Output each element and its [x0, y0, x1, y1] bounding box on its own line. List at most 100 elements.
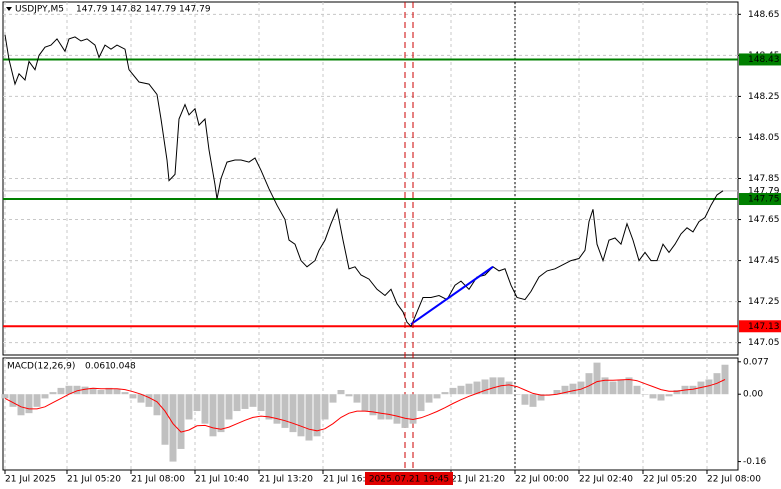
histogram-bar [233, 394, 241, 412]
x-tick-label: 22 Jul 02:40 [579, 475, 633, 485]
histogram-bar [393, 394, 401, 424]
histogram-bar [121, 392, 129, 395]
histogram-bar [73, 385, 81, 395]
histogram-bar [289, 394, 297, 433]
histogram-bar [585, 373, 593, 395]
y-tick-label: 147.05 [748, 338, 780, 348]
histogram-bar [313, 394, 321, 437]
last-price-label: 147.79 [748, 186, 780, 196]
histogram-bar [513, 394, 521, 395]
histogram-bar [425, 394, 433, 403]
y-tick-label: 147.65 [748, 215, 780, 225]
histogram-bar [249, 394, 257, 407]
histogram-bar [305, 394, 313, 441]
y-tick-label: 148.65 [748, 10, 780, 20]
histogram-bar [321, 394, 329, 420]
marker-label: 2025.07.21 19:45 [369, 475, 449, 485]
histogram-bar [105, 387, 113, 395]
histogram-bar [9, 394, 17, 407]
histogram-bar [577, 381, 585, 395]
signal-line [4, 378, 726, 433]
histogram-bar [553, 390, 561, 395]
histogram-bar [377, 394, 385, 420]
histogram-bar [337, 390, 345, 395]
histogram-bar [225, 394, 233, 420]
level-label-box [739, 53, 781, 66]
histogram-bar [625, 377, 633, 395]
histogram-bar [49, 392, 57, 395]
histogram-bar [505, 381, 513, 395]
y-tick-label: 147.25 [748, 297, 780, 307]
histogram-bar [633, 385, 641, 395]
histogram-bar [665, 394, 673, 397]
menu-triangle [6, 7, 12, 11]
histogram-bar [177, 394, 185, 449]
histogram-bar [489, 377, 497, 395]
histogram-bar [601, 377, 609, 395]
chart-title: USDJPY,M5 [15, 5, 64, 15]
histogram-bar [57, 387, 65, 395]
level-label-box [739, 320, 781, 333]
y-tick-label: 0.00 [743, 390, 763, 400]
y-tick-label: 147.85 [748, 174, 780, 184]
histogram-bar [129, 394, 137, 399]
histogram-bar [721, 364, 729, 395]
y-tick-label: 0.077 [743, 357, 769, 367]
histogram-bar [17, 394, 25, 416]
level-label: 148.43 [748, 55, 780, 65]
histogram-bar [409, 394, 417, 424]
histogram-bar [369, 394, 377, 416]
histogram-bar [89, 387, 97, 395]
histogram-bar [161, 394, 169, 445]
histogram-bar [561, 385, 569, 395]
histogram-bar [153, 394, 161, 416]
level-label: 147.75 [748, 195, 780, 205]
x-tick-label: 22 Jul 05:20 [643, 475, 697, 485]
histogram-bar [345, 394, 353, 397]
histogram-bar [65, 385, 73, 395]
histogram-bar [481, 379, 489, 395]
histogram-bar [417, 394, 425, 412]
histogram-bar [329, 394, 337, 403]
macd-value: 0.061 [85, 362, 111, 372]
histogram-bar [201, 394, 209, 424]
histogram-bar [617, 379, 625, 395]
histogram-bar [297, 394, 305, 437]
level-label: 147.13 [748, 322, 780, 332]
signal-value: 0.048 [110, 362, 136, 372]
histogram-bar [1, 394, 9, 399]
marker-label-box [365, 472, 453, 485]
histogram-bar [569, 383, 577, 395]
histogram-bar [465, 383, 473, 395]
trend-line [410, 265, 494, 326]
histogram-bar [457, 385, 465, 395]
histogram-bar [185, 394, 193, 420]
histogram-bar [385, 394, 393, 420]
y-tick-label: 148.25 [748, 92, 780, 102]
x-tick-label: 21 Jul 08:00 [131, 475, 185, 485]
histogram-bar [81, 386, 89, 395]
histogram-bar [257, 394, 265, 412]
histogram-bar [529, 394, 537, 407]
histogram-bar [145, 394, 153, 407]
histogram-bar [401, 394, 409, 428]
x-tick-label: 21 Jul 21:20 [451, 475, 505, 485]
histogram-bar [241, 394, 249, 409]
histogram-bar [209, 394, 217, 437]
histogram-bar [649, 394, 657, 399]
histogram-bar [657, 394, 665, 401]
y-tick-label: -0.16 [743, 457, 767, 467]
x-tick-label: 22 Jul 08:00 [707, 475, 761, 485]
histogram-bar [97, 390, 105, 395]
histogram-bar [537, 394, 545, 401]
histogram-bar [545, 394, 553, 395]
histogram-bar [641, 394, 649, 395]
x-tick-label: 21 Jul 16:00 [323, 475, 377, 485]
histogram-bar [361, 394, 369, 412]
x-tick-label: 21 Jul 13:20 [259, 475, 313, 485]
histogram-bar [609, 381, 617, 395]
x-tick-label: 21 Jul 10:40 [195, 475, 249, 485]
histogram-bar [353, 394, 361, 403]
ohlc-text: 147.79 147.82 147.79 147.79 [76, 5, 211, 15]
